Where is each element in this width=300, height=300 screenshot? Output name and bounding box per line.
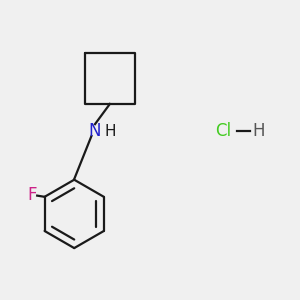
Text: H: H <box>253 122 265 140</box>
Text: F: F <box>27 186 37 204</box>
Text: Cl: Cl <box>215 122 232 140</box>
Text: N: N <box>89 122 101 140</box>
Text: H: H <box>105 124 116 140</box>
